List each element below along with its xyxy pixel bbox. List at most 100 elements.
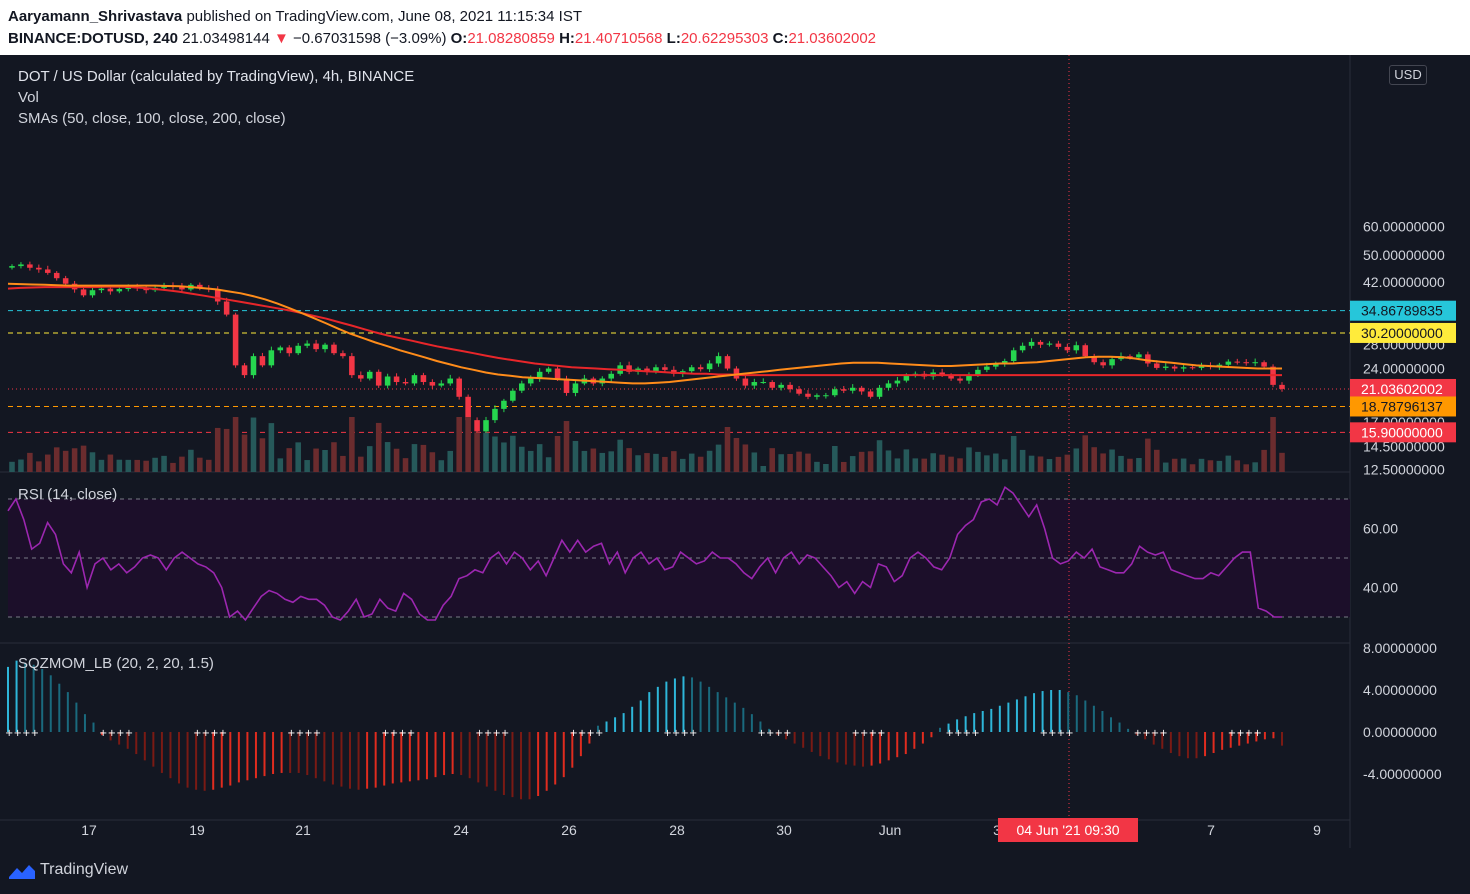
volume-bar: [1019, 449, 1026, 472]
candle: [894, 380, 901, 384]
rsi-tick-label: 60.00: [1363, 521, 1398, 537]
price-tick-label: 12.50000000: [1363, 462, 1445, 478]
open-label: O:: [450, 30, 468, 47]
volume-bar: [1064, 454, 1071, 472]
volume-bar: [188, 449, 194, 472]
candle: [832, 389, 838, 396]
price-tick-label: 42.00000000: [1363, 274, 1445, 290]
squeeze-dot: +: [586, 728, 594, 739]
candle: [1082, 345, 1089, 357]
squeeze-dot: +: [475, 728, 483, 739]
volume-bar: [170, 462, 176, 472]
squeeze-dot: +: [5, 728, 13, 739]
candle: [1001, 360, 1008, 364]
volume-bar: [510, 435, 516, 472]
volume-bar: [993, 453, 999, 472]
momentum-tick-label: 8.00000000: [1363, 640, 1437, 656]
candle: [724, 356, 731, 369]
candle: [545, 368, 552, 372]
squeeze-dot: +: [757, 728, 765, 739]
candle: [366, 371, 373, 379]
volume-bar: [152, 457, 158, 472]
squeeze-dot: +: [492, 728, 500, 739]
price-level-badge: [1350, 322, 1456, 343]
candle: [1145, 354, 1151, 364]
candle: [295, 345, 301, 354]
candle: [1279, 384, 1285, 389]
squeeze-dot: +: [296, 728, 304, 739]
volume-bar: [331, 442, 337, 472]
author-name[interactable]: Aaryamann_Shrivastava: [8, 8, 183, 25]
currency-button[interactable]: USD: [1389, 65, 1427, 85]
volume-bar: [304, 460, 310, 472]
candle: [993, 363, 999, 367]
squeeze-dot: +: [1253, 728, 1261, 739]
close-label: C:: [772, 30, 789, 47]
volume-bar: [1162, 462, 1169, 472]
volume-bar: [563, 421, 570, 472]
volume-bar: [894, 458, 901, 472]
candle: [1055, 343, 1062, 347]
volume-bar: [1136, 458, 1142, 472]
volume-bar: [143, 460, 149, 472]
candle: [304, 343, 310, 346]
candle: [340, 353, 346, 357]
volume-bar: [608, 451, 614, 472]
volume-bar: [492, 436, 498, 472]
candle: [80, 289, 87, 296]
chart-canvas[interactable]: + + + + + + + + + + + + + + + + + + + + + + + + + + + + + + + + + + + + + + + +…: [0, 55, 1470, 848]
candle: [876, 387, 883, 397]
candle: [1261, 362, 1267, 367]
squeeze-dot: +: [689, 728, 697, 739]
volume-bar: [1171, 458, 1178, 472]
candle: [259, 356, 266, 366]
squeeze-dot: +: [869, 728, 877, 739]
volume-bar: [340, 455, 346, 472]
squeeze-dot: +: [595, 728, 603, 739]
candle: [18, 264, 24, 267]
volume-bar: [939, 454, 945, 472]
candle: [429, 382, 436, 386]
squeeze-dot: +: [202, 728, 210, 739]
volume-bar: [98, 459, 105, 472]
candle: [322, 344, 328, 350]
squeeze-dot: +: [31, 728, 39, 739]
candle: [975, 369, 981, 376]
squeeze-dot: +: [1134, 728, 1142, 739]
candle: [501, 400, 507, 409]
candle: [375, 371, 382, 386]
squeeze-dot: +: [219, 728, 227, 739]
volume-bar: [36, 461, 42, 472]
candle: [519, 383, 525, 391]
candle: [1189, 367, 1196, 369]
candle: [903, 375, 910, 381]
time-tick-label: 17: [81, 822, 97, 838]
candle: [554, 368, 561, 379]
volume-bar: [179, 456, 185, 472]
chart-title: DOT / US Dollar (calculated by TradingVi…: [18, 68, 415, 85]
candle: [778, 384, 784, 388]
volume-bar: [1100, 453, 1106, 472]
time-tick-label: 21: [295, 822, 311, 838]
candle: [45, 269, 51, 273]
volume-bar: [975, 451, 981, 472]
volume-bar: [1225, 455, 1232, 472]
squeeze-dot: +: [954, 728, 962, 739]
volume-bar: [697, 456, 704, 472]
volume-bar: [420, 444, 427, 472]
volume-bar: [250, 417, 257, 472]
tradingview-brand[interactable]: TradingView: [40, 861, 129, 878]
sqzmom-legend: SQZMOM_LB (20, 2, 20, 1.5): [18, 655, 214, 672]
candle: [697, 367, 704, 370]
volume-bar: [1154, 449, 1160, 472]
candle: [438, 383, 445, 386]
candle: [653, 367, 659, 372]
candle: [483, 420, 489, 432]
tradingview-logo-icon: [9, 865, 35, 879]
price-level-badge: [1350, 422, 1456, 443]
candle: [62, 278, 69, 284]
volume-bar: [277, 458, 284, 472]
candle: [1243, 362, 1249, 364]
volume-bar: [438, 460, 445, 472]
candle: [1046, 343, 1053, 345]
